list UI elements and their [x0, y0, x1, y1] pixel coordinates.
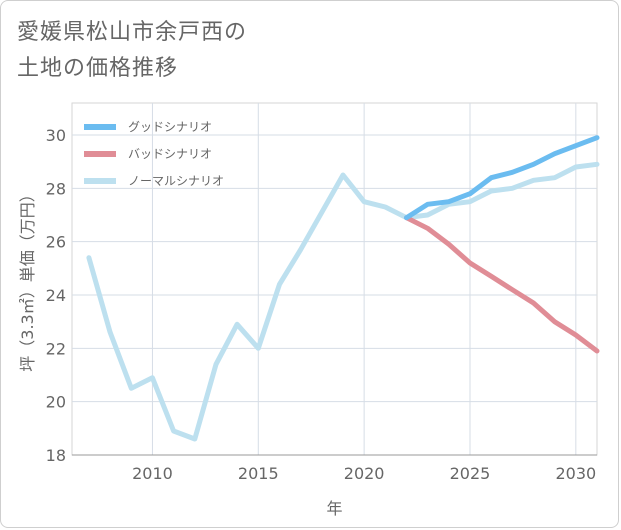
series-line-0 — [404, 135, 600, 221]
x-tick-label: 2015 — [238, 464, 279, 483]
series-line-2 — [86, 161, 600, 442]
legend-label: ノーマルシナリオ — [128, 174, 224, 188]
series-line-1 — [404, 215, 600, 354]
x-tick-label: 2020 — [344, 464, 385, 483]
legend-label: グッドシナリオ — [128, 120, 212, 134]
y-tick-label: 18 — [46, 446, 66, 465]
y-tick-label: 24 — [46, 286, 66, 305]
y-tick-label: 30 — [46, 126, 66, 145]
y-axis-label: 坪（3.3㎡）単価（万円） — [18, 186, 37, 371]
legend-label: バッドシナリオ — [128, 147, 212, 161]
chart-title-line1: 愛媛県松山市余戸西の — [17, 20, 248, 45]
y-tick-label: 26 — [46, 233, 66, 252]
x-tick-label: 2025 — [450, 464, 491, 483]
axes: 18 20 22 24 26 28 30 2010 2015 2020 2025 2030 — [46, 126, 597, 483]
x-tick-label: 2010 — [132, 464, 173, 483]
chart-title-line2: 土地の価格推移 — [17, 56, 179, 81]
y-tick-label: 22 — [46, 339, 66, 358]
y-tick-label: 28 — [46, 179, 66, 198]
y-tick-label: 20 — [46, 393, 66, 412]
chart-title: 愛媛県松山市余戸西の 土地の価格推移 — [17, 15, 437, 87]
series-lines — [86, 135, 600, 442]
x-tick-label: 2030 — [555, 464, 596, 483]
x-axis-label: 年 — [326, 499, 342, 518]
